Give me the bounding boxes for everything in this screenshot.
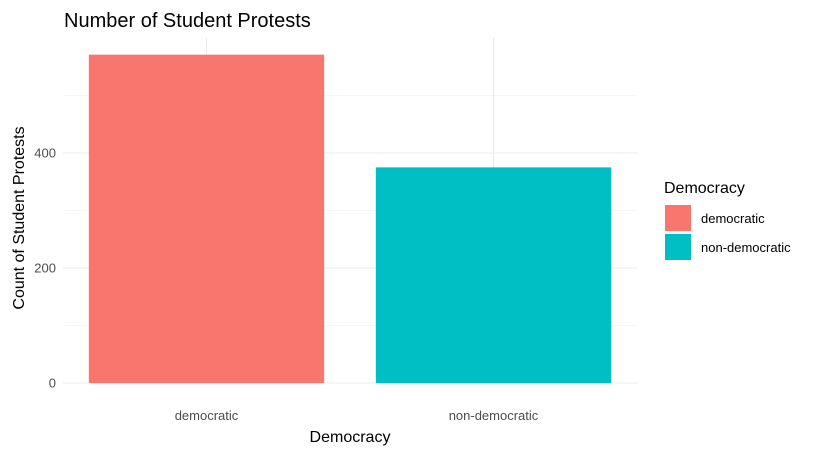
legend: Democracy democratic non-democratic [664,180,791,260]
y-tick-label: 200 [34,261,56,276]
y-tick-label: 400 [34,146,56,161]
x-axis-ticks: democratic non-democratic [175,408,539,423]
x-axis-title: Democracy [310,429,391,446]
x-tick-label: non-democratic [449,408,539,423]
x-tick-label: democratic [175,408,239,423]
y-tick-label: 0 [49,376,56,391]
legend-swatch [665,205,691,231]
legend-swatch [665,234,691,260]
legend-label: non-democratic [701,240,791,255]
bars [88,54,612,384]
y-axis-ticks: 0 200 400 [34,146,56,391]
legend-label: democratic [701,211,765,226]
bar-democratic [88,54,325,384]
legend-title: Democracy [664,180,745,197]
bar-non-democratic [375,167,612,383]
y-axis-title: Count of Student Protests [11,126,28,309]
chart-title: Number of Student Protests [64,10,311,32]
legend-items: democratic non-democratic [665,205,791,260]
